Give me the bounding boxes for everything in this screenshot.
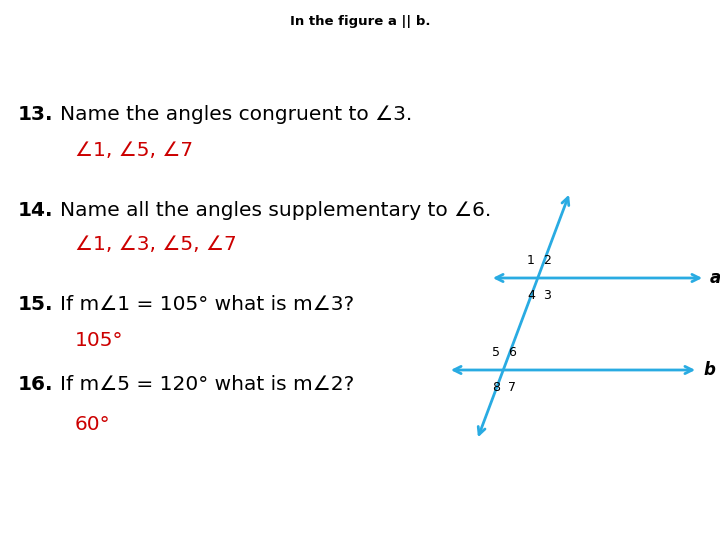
Text: Name the angles congruent to ∠3.: Name the angles congruent to ∠3. — [60, 105, 413, 125]
Text: ∠1, ∠5, ∠7: ∠1, ∠5, ∠7 — [75, 140, 193, 159]
Text: 6: 6 — [508, 346, 516, 359]
Text: 7: 7 — [508, 381, 516, 394]
Text: 8: 8 — [492, 381, 500, 394]
Text: 105°: 105° — [75, 330, 124, 349]
Text: 4: 4 — [527, 289, 535, 302]
Text: 2: 2 — [543, 254, 551, 267]
Text: ∠1, ∠3, ∠5, ∠7: ∠1, ∠3, ∠5, ∠7 — [75, 235, 237, 254]
Text: 60°: 60° — [75, 415, 111, 435]
Text: 16.: 16. — [18, 375, 53, 395]
Text: 14.: 14. — [18, 200, 53, 219]
Text: 15.: 15. — [18, 295, 53, 314]
Text: b: b — [703, 361, 715, 379]
Text: 3: 3 — [543, 289, 551, 302]
Text: In the figure a || b.: In the figure a || b. — [289, 16, 431, 29]
Text: 1: 1 — [527, 254, 535, 267]
Text: a: a — [710, 269, 720, 287]
Text: If m∠1 = 105° what is m∠3?: If m∠1 = 105° what is m∠3? — [60, 295, 354, 314]
Text: 5: 5 — [492, 346, 500, 359]
Text: If m∠5 = 120° what is m∠2?: If m∠5 = 120° what is m∠2? — [60, 375, 354, 395]
Text: 13.: 13. — [18, 105, 53, 125]
Text: Name all the angles supplementary to ∠6.: Name all the angles supplementary to ∠6. — [60, 200, 491, 219]
